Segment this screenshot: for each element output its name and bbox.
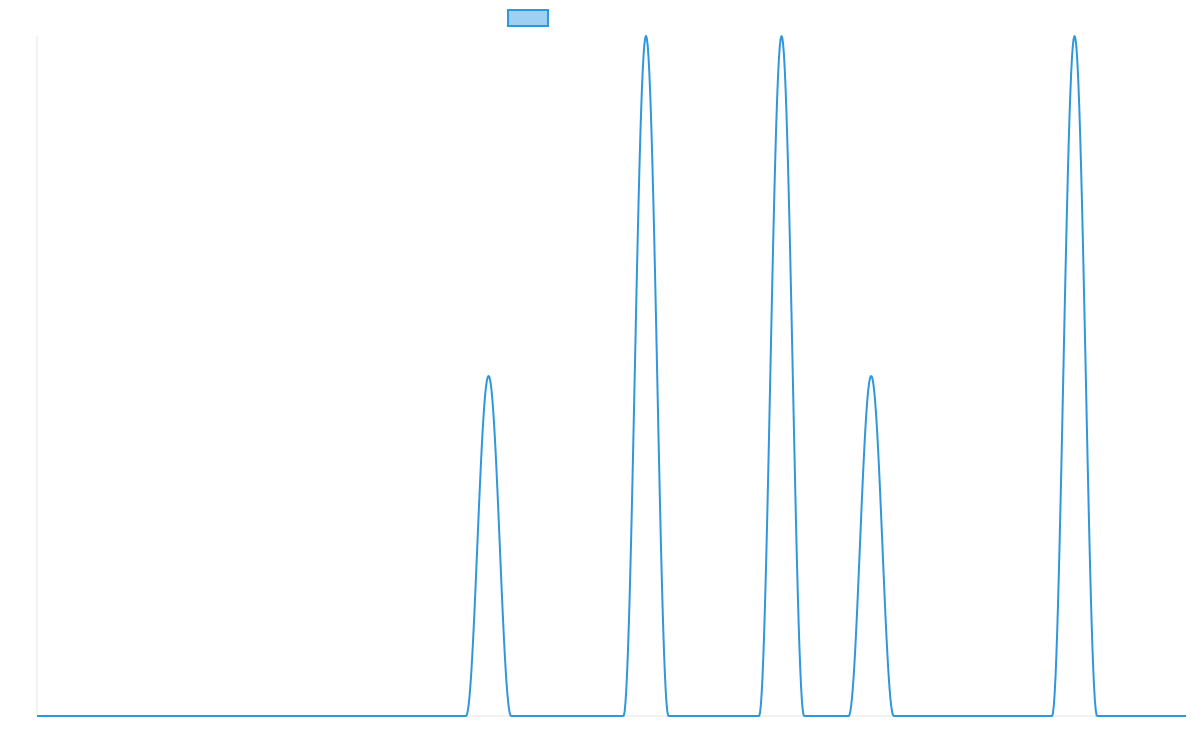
series-layer (36, 35, 1187, 717)
axes (36, 36, 1186, 717)
series-line (36, 35, 1187, 717)
legend (507, 9, 549, 27)
legend-swatch (507, 9, 549, 27)
